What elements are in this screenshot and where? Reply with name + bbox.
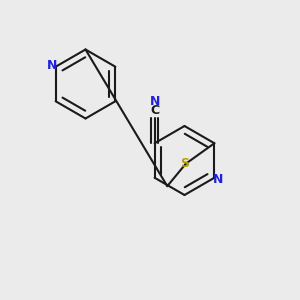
Text: N: N [213,173,223,186]
Text: S: S [180,157,189,169]
Text: C: C [150,104,159,117]
Text: N: N [47,59,57,72]
Text: N: N [149,95,160,108]
